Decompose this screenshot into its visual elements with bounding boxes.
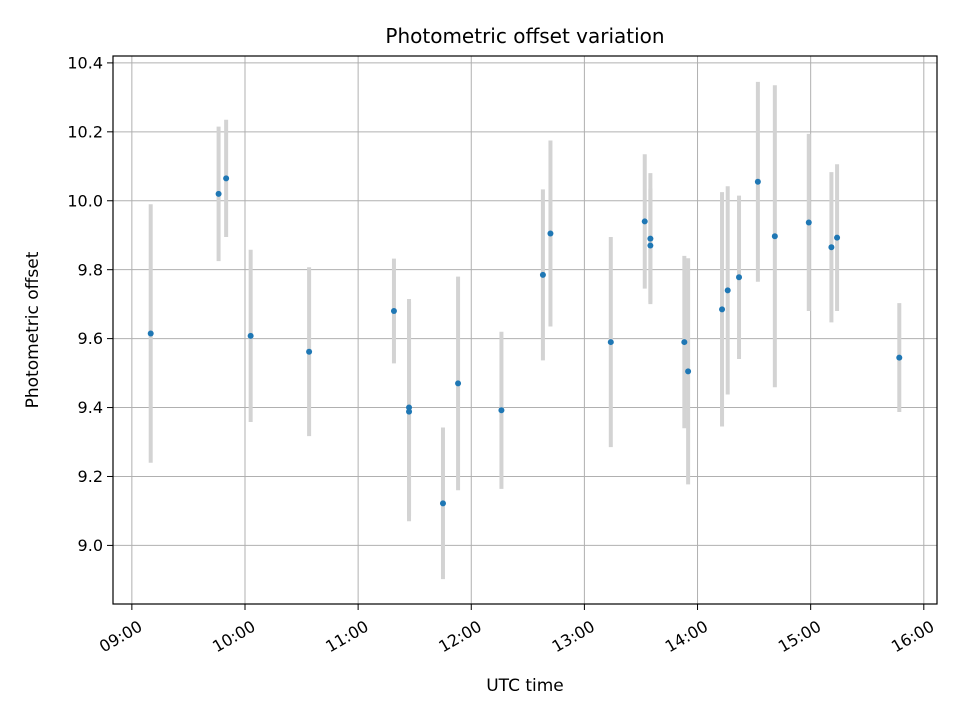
data-point bbox=[306, 348, 313, 355]
chart-title: Photometric offset variation bbox=[385, 24, 664, 48]
y-tick-label: 9.8 bbox=[78, 260, 103, 279]
y-tick-label: 9.6 bbox=[78, 329, 103, 348]
y-tick-label: 10.0 bbox=[67, 191, 103, 210]
data-point bbox=[681, 339, 688, 346]
data-point bbox=[771, 233, 778, 240]
data-point bbox=[406, 404, 413, 411]
y-tick-label: 10.2 bbox=[67, 122, 103, 141]
y-axis-label: Photometric offset bbox=[23, 251, 43, 408]
plot-frame bbox=[112, 55, 938, 605]
x-axis-label: UTC time bbox=[486, 676, 564, 696]
data-point bbox=[547, 230, 554, 237]
data-point bbox=[223, 175, 230, 182]
data-point bbox=[439, 500, 446, 507]
y-tick-label: 9.4 bbox=[78, 398, 103, 417]
data-point bbox=[498, 407, 505, 414]
y-tick-label: 9.2 bbox=[78, 467, 103, 486]
data-point bbox=[685, 368, 692, 375]
data-point bbox=[828, 244, 835, 251]
data-point bbox=[607, 339, 614, 346]
data-point bbox=[647, 242, 654, 249]
data-point bbox=[805, 219, 812, 226]
data-points bbox=[147, 175, 903, 507]
y-axis-ticks: 9.0 9.2 9.4 9.6 9.8 10.0 10.2 10.4 bbox=[67, 53, 113, 555]
data-point bbox=[147, 330, 154, 337]
data-point bbox=[647, 235, 654, 242]
data-point bbox=[406, 408, 413, 415]
data-point bbox=[539, 271, 546, 278]
data-point bbox=[834, 234, 841, 241]
data-point bbox=[641, 218, 648, 225]
data-point bbox=[754, 178, 761, 185]
data-point bbox=[719, 306, 726, 313]
data-point bbox=[247, 332, 254, 339]
data-point bbox=[455, 380, 462, 387]
y-tick-label: 10.4 bbox=[67, 53, 103, 72]
data-point bbox=[215, 190, 222, 197]
data-point bbox=[896, 354, 903, 361]
data-point bbox=[724, 287, 731, 294]
y-tick-label: 9.0 bbox=[78, 536, 103, 555]
data-point bbox=[736, 274, 743, 281]
data-point bbox=[390, 308, 397, 315]
